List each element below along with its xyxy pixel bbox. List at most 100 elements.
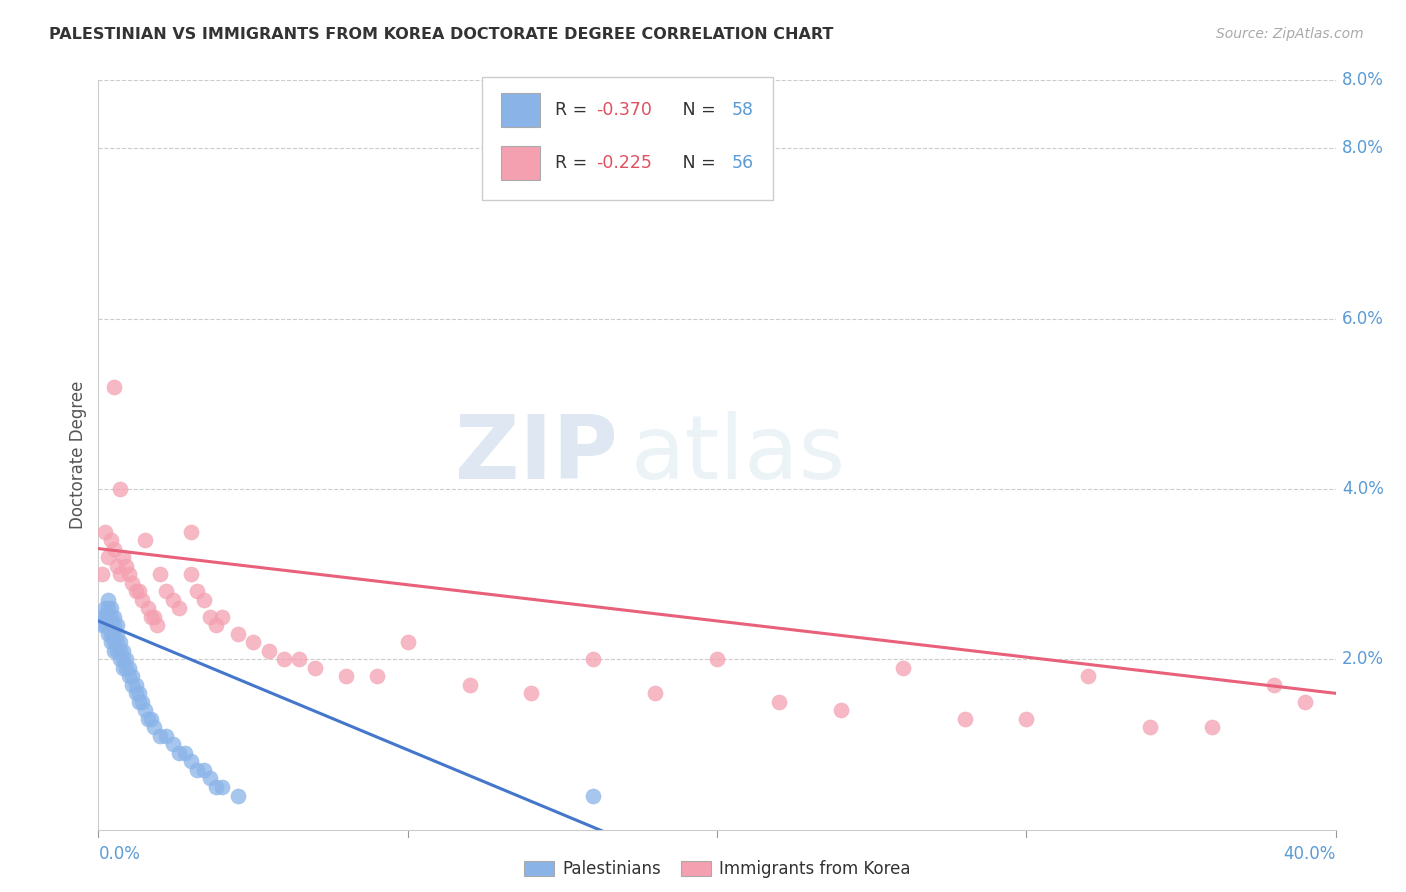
Point xyxy=(112,550,135,565)
Point xyxy=(830,703,852,717)
Point xyxy=(211,609,233,624)
Point xyxy=(953,712,976,726)
Point xyxy=(105,635,128,649)
Point xyxy=(1077,669,1099,683)
Point xyxy=(97,609,120,624)
Point xyxy=(134,703,156,717)
Point xyxy=(149,729,172,743)
Text: -0.370: -0.370 xyxy=(596,102,652,120)
Point xyxy=(93,601,115,615)
Text: -0.225: -0.225 xyxy=(596,153,652,171)
Point xyxy=(97,626,120,640)
Point xyxy=(103,626,125,640)
Text: 4.0%: 4.0% xyxy=(1341,480,1384,498)
Point xyxy=(100,601,122,615)
Point xyxy=(167,746,190,760)
Point xyxy=(108,652,131,666)
Text: 6.0%: 6.0% xyxy=(1341,310,1384,327)
Point xyxy=(226,626,249,640)
Point xyxy=(180,567,202,582)
Point xyxy=(644,686,666,700)
Y-axis label: Doctorate Degree: Doctorate Degree xyxy=(69,381,87,529)
Point xyxy=(103,618,125,632)
Point xyxy=(90,609,112,624)
Point xyxy=(103,609,125,624)
Point xyxy=(112,661,135,675)
Text: 58: 58 xyxy=(733,102,754,120)
Point xyxy=(146,618,169,632)
Point xyxy=(97,601,120,615)
Point xyxy=(139,609,162,624)
Point xyxy=(242,635,264,649)
Point xyxy=(121,575,143,590)
Point xyxy=(100,626,122,640)
Text: N =: N = xyxy=(666,102,721,120)
Point xyxy=(186,763,208,777)
Point xyxy=(143,720,166,734)
Point xyxy=(90,567,112,582)
Point xyxy=(105,644,128,658)
Text: R =: R = xyxy=(555,102,593,120)
Point xyxy=(128,686,150,700)
Point xyxy=(273,652,295,666)
Point xyxy=(108,567,131,582)
FancyBboxPatch shape xyxy=(482,77,773,200)
Point xyxy=(155,729,177,743)
Point xyxy=(335,669,357,683)
Point xyxy=(103,541,125,556)
Point xyxy=(93,609,115,624)
Point xyxy=(103,644,125,658)
Text: R =: R = xyxy=(555,153,593,171)
Text: 0.0%: 0.0% xyxy=(98,845,141,863)
Point xyxy=(105,626,128,640)
Text: 56: 56 xyxy=(733,153,754,171)
Point xyxy=(366,669,388,683)
Point xyxy=(1015,712,1038,726)
Point xyxy=(108,644,131,658)
Point xyxy=(1201,720,1223,734)
Bar xyxy=(501,94,540,128)
Text: N =: N = xyxy=(666,153,721,171)
Point xyxy=(193,763,215,777)
Point xyxy=(115,652,138,666)
Point xyxy=(112,652,135,666)
Point xyxy=(136,601,159,615)
Point xyxy=(198,609,221,624)
Point xyxy=(131,592,153,607)
Point xyxy=(198,772,221,786)
Point xyxy=(396,635,419,649)
Point xyxy=(121,669,143,683)
Point xyxy=(891,661,914,675)
Point xyxy=(128,584,150,599)
Text: 40.0%: 40.0% xyxy=(1284,845,1336,863)
Point xyxy=(93,618,115,632)
Point xyxy=(1263,678,1285,692)
Point xyxy=(90,618,112,632)
Point xyxy=(520,686,543,700)
Bar xyxy=(501,145,540,179)
Point xyxy=(582,652,605,666)
Point xyxy=(124,584,146,599)
Point xyxy=(118,669,141,683)
Point xyxy=(118,661,141,675)
Point xyxy=(706,652,728,666)
Point xyxy=(211,780,233,794)
Point xyxy=(205,780,228,794)
Point xyxy=(180,755,202,769)
Point xyxy=(105,558,128,573)
Point xyxy=(100,609,122,624)
Point xyxy=(100,635,122,649)
Point xyxy=(582,789,605,803)
Point xyxy=(115,558,138,573)
Text: ZIP: ZIP xyxy=(456,411,619,499)
Point xyxy=(155,584,177,599)
Point xyxy=(97,618,120,632)
Point xyxy=(128,695,150,709)
Text: Source: ZipAtlas.com: Source: ZipAtlas.com xyxy=(1216,27,1364,41)
Point xyxy=(131,695,153,709)
Point xyxy=(205,618,228,632)
Point xyxy=(167,601,190,615)
Text: 8.0%: 8.0% xyxy=(1341,71,1384,89)
Point xyxy=(124,686,146,700)
Point xyxy=(100,533,122,547)
